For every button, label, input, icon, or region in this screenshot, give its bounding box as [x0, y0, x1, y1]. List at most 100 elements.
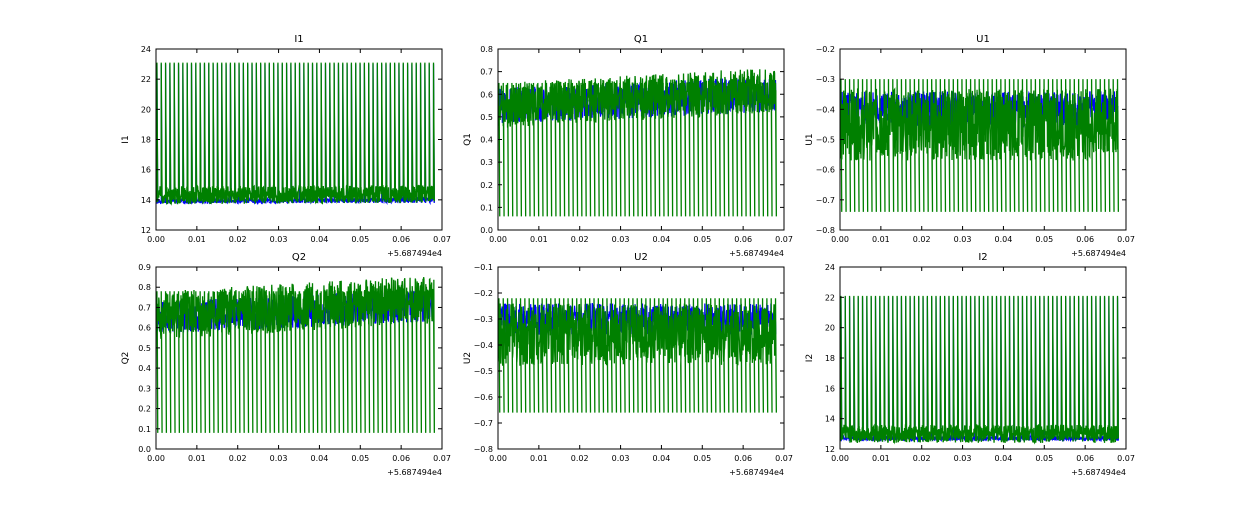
y-tick-label: 0.7	[138, 303, 151, 312]
y-axis-label: Q2	[121, 352, 131, 365]
y-tick-label: −0.3	[474, 315, 493, 324]
y-tick-label: 0.6	[480, 90, 493, 99]
axes-frame	[155, 266, 443, 450]
x-tick-label: 0.02	[229, 235, 247, 244]
y-axis-label: U1	[805, 133, 815, 145]
series-line-green	[840, 79, 1119, 212]
plot-area	[840, 79, 1119, 212]
series-line-green	[156, 276, 435, 433]
y-tick-label: 0.5	[480, 113, 493, 122]
y-tick-label: 20	[825, 324, 835, 333]
subplot-u1: 0.00 0.01 0.02 0.03 0.04 0.05 0.06 0.07 −0.8 −0.7…	[805, 34, 1135, 258]
x-tick-label: 0.07	[1117, 454, 1135, 463]
subplot-u2: 0.00 0.01 0.02 0.03 0.04 0.05 0.06 0.07 −0.8 −0.7…	[463, 252, 793, 477]
subplot-title: U1	[976, 34, 990, 45]
plot-area	[498, 298, 777, 413]
x-tick-label: 0.07	[775, 454, 793, 463]
y-tick-label: −0.4	[816, 105, 835, 114]
x-tick-label: 0.06	[734, 454, 752, 463]
x-tick-label: 0.00	[489, 454, 507, 463]
y-tick-label: −0.4	[474, 341, 493, 350]
y-tick-label: 0.0	[480, 226, 493, 235]
x-tick-label: 0.04	[995, 454, 1013, 463]
x-tick-label: 0.05	[351, 454, 369, 463]
y-tick-label: 16	[825, 384, 835, 393]
subplot-i1: 0.00 0.01 0.02 0.03 0.04 0.05 0.06 0.07 12 14 16 18…	[121, 34, 451, 258]
y-tick-label: 14	[825, 415, 835, 424]
y-tick-label: 0.8	[480, 45, 493, 54]
y-tick-label: 18	[825, 354, 835, 363]
y-tick-label: 20	[141, 105, 151, 114]
y-tick-label: −0.7	[816, 196, 835, 205]
y-tick-label: 0.6	[138, 324, 151, 333]
y-tick-label: 22	[825, 293, 835, 302]
x-tick-label: 0.01	[530, 454, 548, 463]
x-tick-label: 0.06	[392, 235, 410, 244]
y-tick-label: 18	[141, 136, 151, 145]
x-tick-label: 0.07	[433, 454, 451, 463]
x-tick-label: 0.03	[954, 454, 972, 463]
x-tick-label: 0.04	[311, 235, 329, 244]
subplot-title: U2	[634, 252, 648, 263]
y-tick-label: 0.0	[138, 445, 151, 454]
x-tick-label: 0.03	[612, 235, 630, 244]
plot-area	[156, 62, 435, 206]
x-tick-label: 0.05	[693, 454, 711, 463]
x-tick-label: 0.04	[653, 235, 671, 244]
x-tick-label: 0.02	[229, 454, 247, 463]
x-tick-label: 0.07	[775, 235, 793, 244]
x-tick-label: 0.05	[351, 235, 369, 244]
y-tick-label: 14	[141, 196, 151, 205]
x-tick-label: 0.05	[693, 235, 711, 244]
x-tick-label: 0.03	[270, 235, 288, 244]
x-tick-label: 0.00	[147, 454, 165, 463]
series-line-green	[156, 62, 435, 206]
y-tick-label: −0.1	[474, 263, 493, 272]
y-tick-label: −0.6	[816, 166, 835, 175]
x-offset-label: +5.687494e4	[729, 468, 784, 477]
x-tick-label: 0.06	[392, 454, 410, 463]
x-tick-label: 0.02	[571, 454, 589, 463]
x-tick-label: 0.00	[147, 235, 165, 244]
x-tick-label: 0.04	[653, 454, 671, 463]
x-offset-label: +5.687494e4	[729, 249, 784, 258]
y-axis-label: I2	[805, 354, 815, 362]
y-tick-label: −0.7	[474, 419, 493, 428]
x-offset-label: +5.687494e4	[1071, 249, 1126, 258]
x-tick-label: 0.06	[1076, 235, 1094, 244]
x-offset-label: +5.687494e4	[387, 468, 442, 477]
series-line-green	[840, 295, 1119, 445]
x-tick-label: 0.04	[995, 235, 1013, 244]
y-tick-label: 0.2	[138, 405, 151, 414]
y-tick-label: 0.4	[480, 136, 493, 145]
x-tick-label: 0.05	[1035, 235, 1053, 244]
plot-area	[156, 276, 435, 433]
x-tick-label: 0.01	[872, 235, 890, 244]
y-tick-label: −0.2	[816, 45, 835, 54]
subplot-i2: 0.00 0.01 0.02 0.03 0.04 0.05 0.06 0.07 12 14 16 18…	[805, 252, 1135, 477]
y-tick-label: 0.5	[138, 344, 151, 353]
x-tick-label: 0.04	[311, 454, 329, 463]
x-tick-label: 0.01	[872, 454, 890, 463]
y-tick-label: −0.3	[816, 75, 835, 84]
x-tick-label: 0.00	[831, 454, 849, 463]
x-tick-label: 0.02	[913, 235, 931, 244]
y-tick-label: −0.5	[816, 136, 835, 145]
series-line-green	[498, 298, 777, 413]
y-tick-label: 0.7	[480, 68, 493, 77]
y-tick-label: 0.3	[480, 158, 493, 167]
x-tick-label: 0.06	[1076, 454, 1094, 463]
y-tick-label: 0.4	[138, 364, 151, 373]
x-tick-label: 0.07	[433, 235, 451, 244]
subplot-q2: 0.00 0.01 0.02 0.03 0.04 0.05 0.06 0.07 0.0 0.1 0.…	[121, 252, 451, 477]
y-tick-label: 0.9	[138, 263, 151, 272]
subplot-title: I2	[978, 252, 987, 263]
x-tick-label: 0.00	[831, 235, 849, 244]
x-tick-label: 0.00	[489, 235, 507, 244]
y-tick-label: 22	[141, 75, 151, 84]
y-tick-label: 12	[141, 226, 151, 235]
x-tick-label: 0.05	[1035, 454, 1053, 463]
y-tick-label: 0.1	[480, 203, 493, 212]
x-offset-label: +5.687494e4	[387, 249, 442, 258]
